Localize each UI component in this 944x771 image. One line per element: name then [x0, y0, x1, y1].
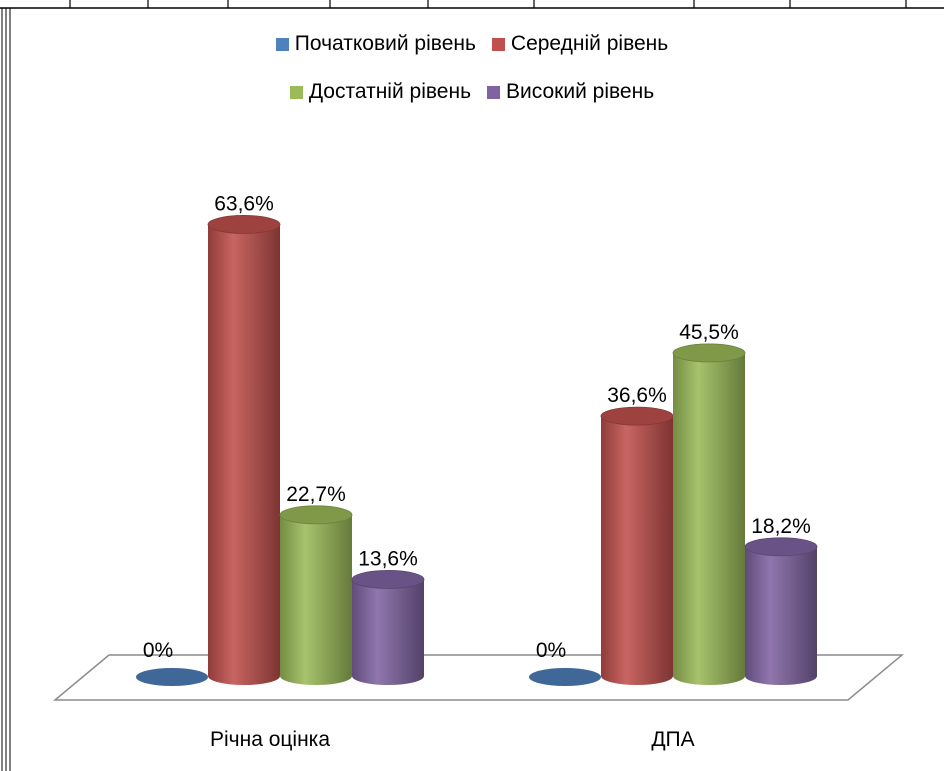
bar-flat [529, 668, 601, 686]
bar-1-2 [207, 215, 281, 685]
legend-item-medium: Середній рівень [491, 32, 669, 56]
bar-1-4 [351, 570, 425, 685]
data-label: 0% [536, 639, 566, 662]
legend-label-high: Високий рівень [506, 80, 655, 103]
legend-item-high: Високий рівень [487, 80, 654, 104]
bar-flat [136, 668, 208, 686]
legend-label-medium: Середній рівень [510, 32, 669, 55]
chart-marks: 0% 63,6% 22,7% 13,6% 0% 36,6% 45,5% 18,2% [136, 192, 818, 686]
bar-top [600, 406, 674, 426]
bar-1-3 [279, 505, 353, 685]
bar-top [744, 537, 818, 557]
bar-2-1 [529, 668, 601, 686]
bar-1-1 [136, 668, 208, 686]
legend-item-sufficient: Достатній рівень [289, 80, 472, 104]
bar-body [673, 352, 745, 685]
category-label: ДПА [651, 728, 694, 751]
bar-body [208, 224, 280, 685]
legend-row-1: Початковий рівень Середній рівень [0, 32, 944, 56]
legend-swatch-medium [491, 37, 505, 51]
data-label: 63,6% [214, 192, 274, 215]
bar-body [601, 416, 673, 685]
legend-swatch-high [487, 85, 501, 99]
category-label: Річна оцінка [210, 728, 330, 751]
data-label: 13,6% [358, 547, 418, 570]
data-label: 0% [143, 639, 173, 662]
top-table-ticks [69, 0, 907, 8]
legend-label-sufficient: Достатній рівень [308, 80, 472, 103]
legend-label-initial: Початковий рівень [294, 32, 476, 55]
legend-swatch-initial [275, 37, 289, 51]
legend-row-2: Достатній рівень Високий рівень [0, 80, 944, 104]
legend-item-initial: Початковий рівень [275, 32, 476, 56]
bar-top [351, 570, 425, 589]
bar-body [745, 546, 817, 685]
data-label: 45,5% [679, 321, 739, 344]
bar-top [207, 215, 281, 234]
bar-top [279, 505, 353, 525]
bar-2-3 [672, 343, 746, 685]
legend-swatch-sufficient [289, 85, 303, 99]
data-label: 22,7% [286, 483, 346, 506]
bar-body [352, 579, 424, 685]
bar-top [672, 343, 746, 363]
x-axis-labels: Річна оцінка ДПА [210, 728, 695, 751]
bar-2-2 [600, 406, 674, 685]
bar-body [280, 514, 352, 685]
data-label: 36,6% [607, 384, 667, 407]
bar-2-4 [744, 537, 818, 685]
data-label: 18,2% [751, 515, 811, 538]
